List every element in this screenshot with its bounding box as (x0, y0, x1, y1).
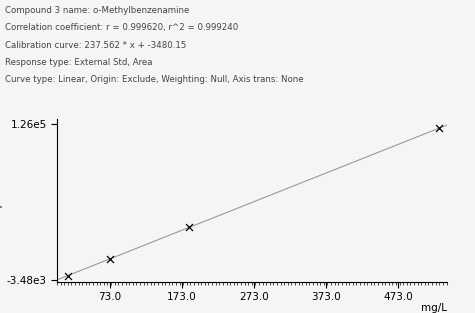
Text: Correlation coefficient: r = 0.999620, r^2 = 0.999240: Correlation coefficient: r = 0.999620, r… (5, 23, 238, 33)
Y-axis label: Response: Response (0, 175, 2, 225)
Point (185, 225, 193, 230)
Text: Compound 3 name: o-Methylbenzenamine: Compound 3 name: o-Methylbenzenamine (5, 6, 189, 15)
Point (436, 126, 443, 131)
Text: Curve type: Linear, Origin: Exclude, Weighting: Null, Axis trans: None: Curve type: Linear, Origin: Exclude, Wei… (5, 75, 304, 84)
Point (106, 256, 114, 261)
Text: mg/L: mg/L (420, 303, 446, 313)
Text: Response type: External Std, Area: Response type: External Std, Area (5, 58, 152, 67)
Text: Calibration curve: 237.562 * x + -3480.15: Calibration curve: 237.562 * x + -3480.1… (5, 41, 186, 50)
Point (64, 273, 71, 278)
